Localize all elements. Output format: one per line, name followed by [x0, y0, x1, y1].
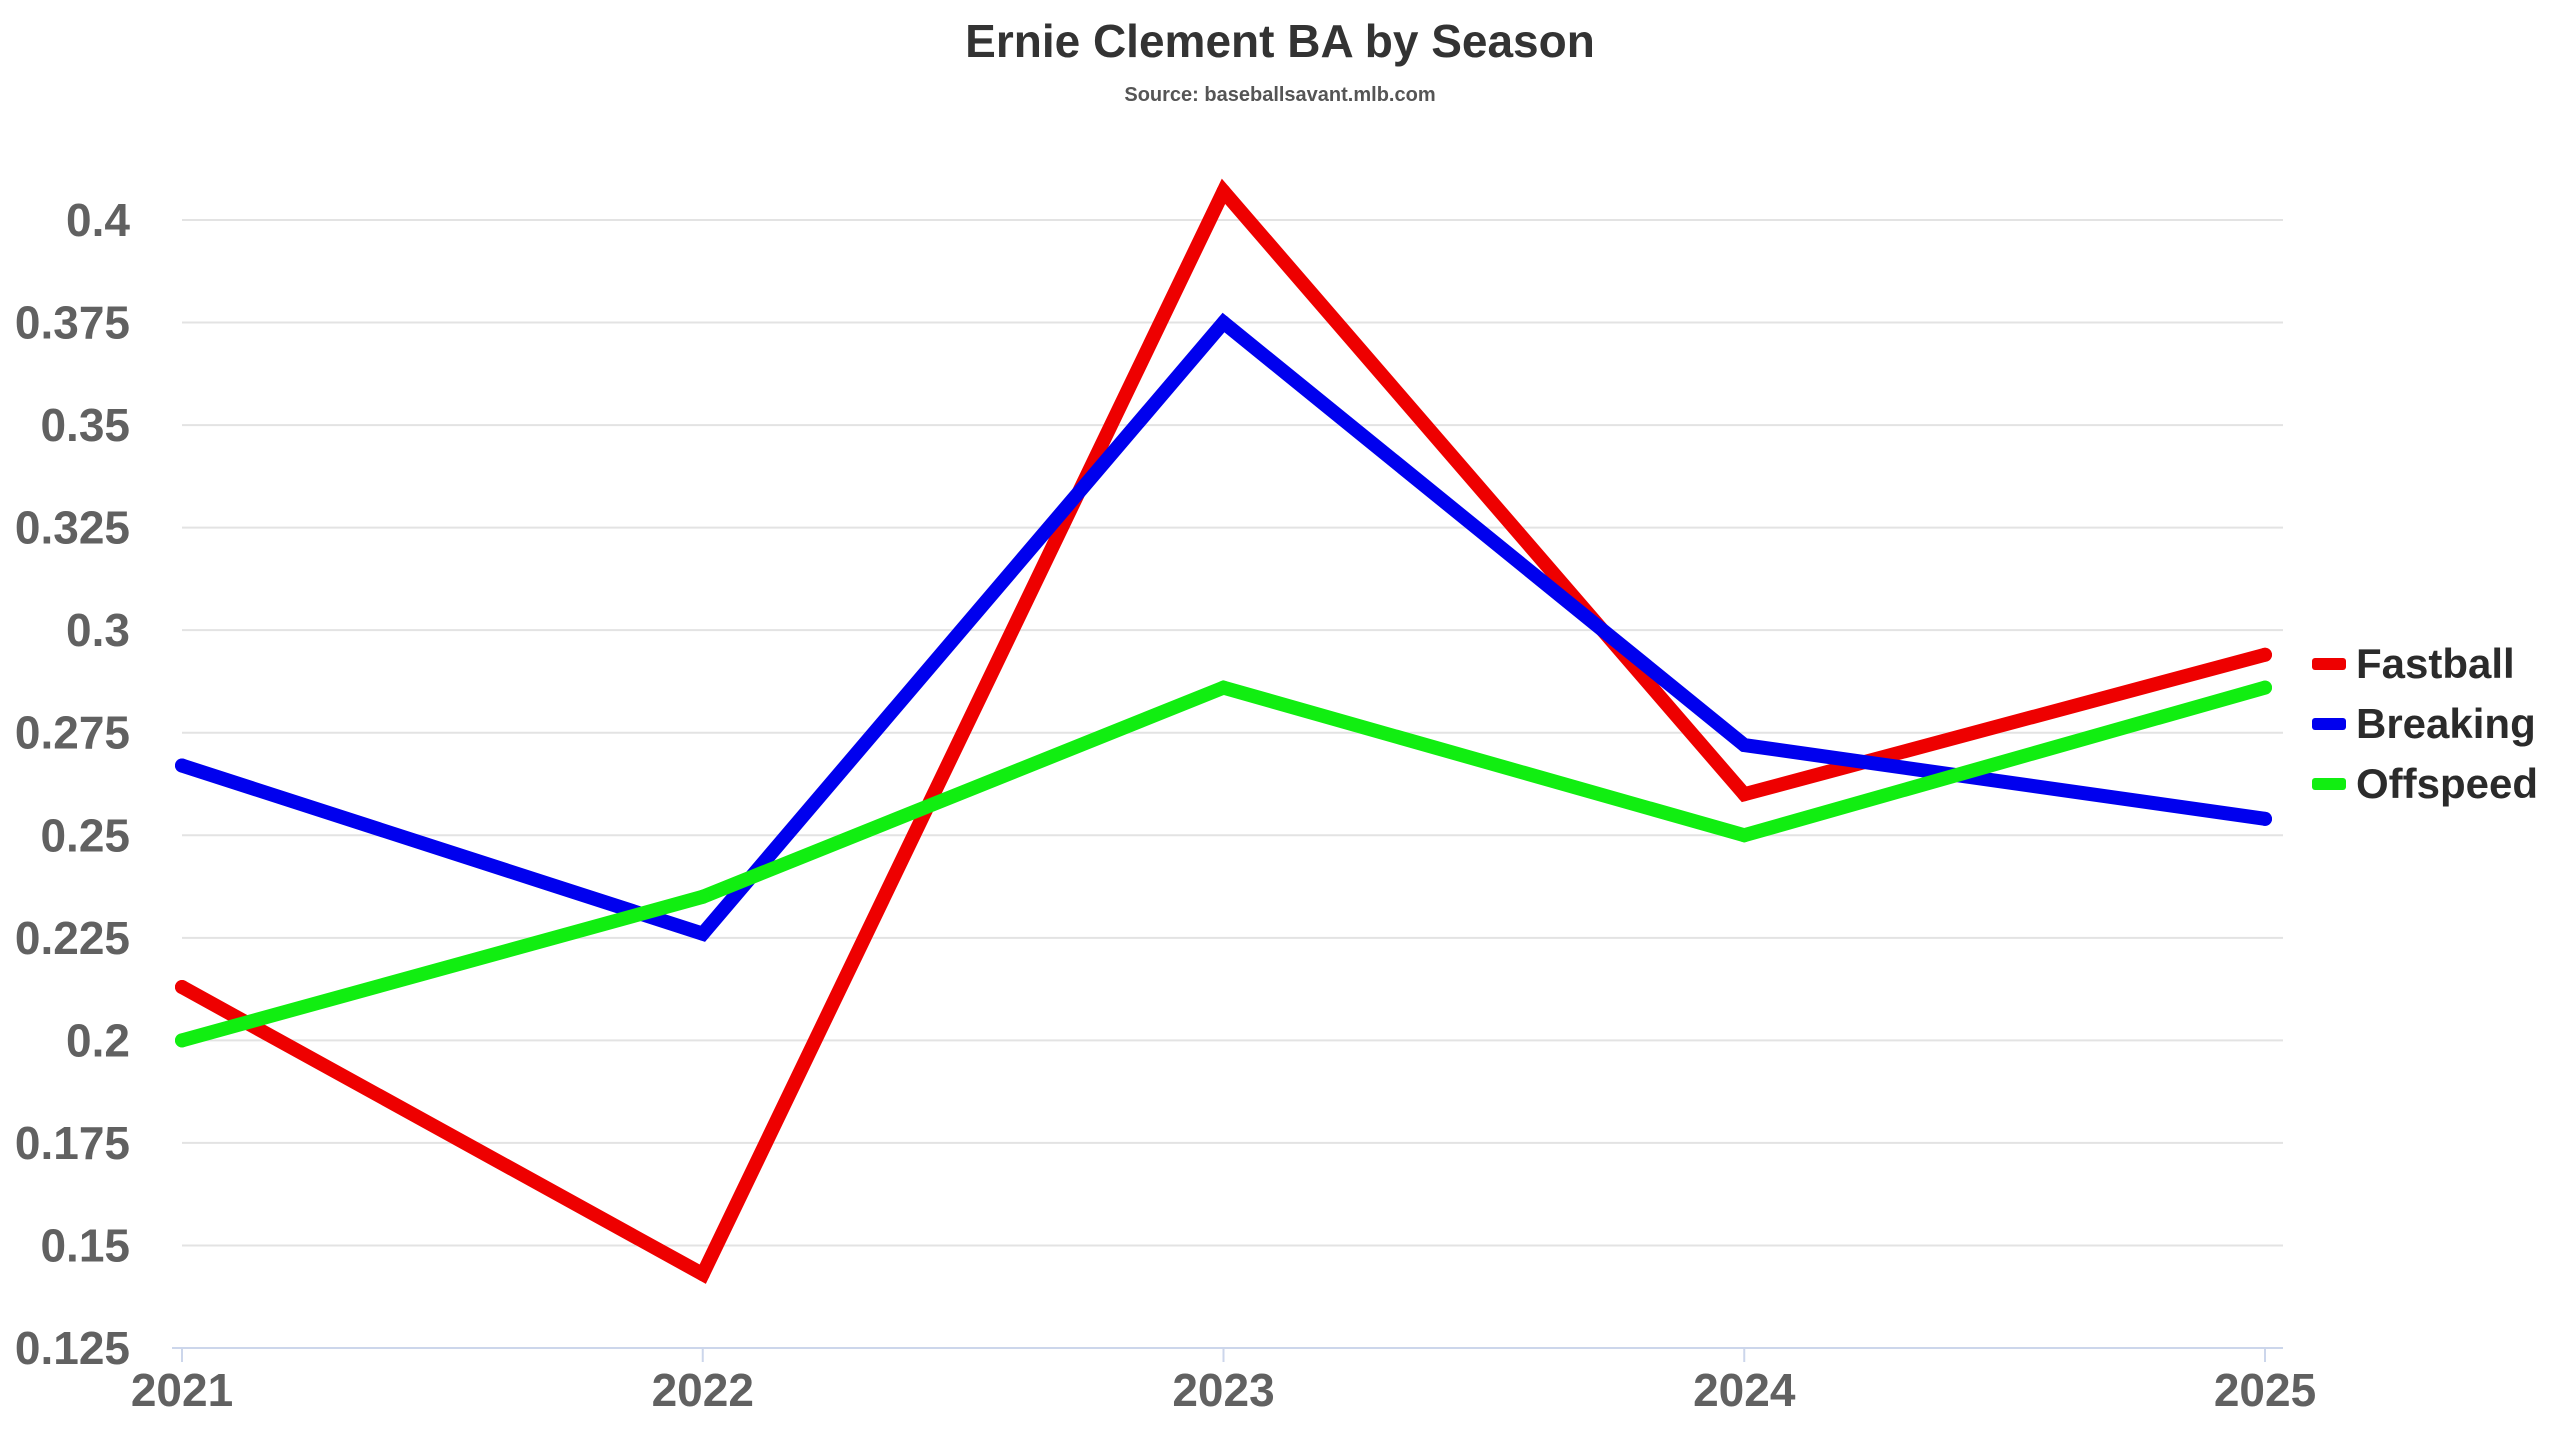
- x-tick-label: 2024: [1693, 1364, 1796, 1416]
- legend-item-breaking[interactable]: Breaking: [2312, 694, 2538, 754]
- y-tick-label: 0.175: [15, 1117, 130, 1169]
- y-tick-label: 0.125: [15, 1322, 130, 1374]
- legend-item-offspeed[interactable]: Offspeed: [2312, 754, 2538, 814]
- data-point-fastball[interactable]: [2258, 647, 2272, 662]
- y-tick-label: 0.15: [40, 1219, 130, 1271]
- legend-label-fastball: Fastball: [2356, 640, 2515, 687]
- legend: Fastball Breaking Offspeed: [2312, 634, 2538, 814]
- legend-item-fastball[interactable]: Fastball: [2312, 634, 2538, 694]
- y-tick-label: 0.225: [15, 912, 130, 964]
- y-tick-label: 0.275: [15, 707, 130, 759]
- grid-lines: [182, 219, 2283, 1247]
- data-point-offspeed[interactable]: [2258, 680, 2272, 695]
- series-line-breaking[interactable]: [175, 312, 2272, 942]
- data-point-fastball[interactable]: [1216, 184, 1231, 199]
- data-point-breaking[interactable]: [2258, 811, 2272, 826]
- data-point-fastball[interactable]: [175, 980, 189, 995]
- legend-swatch-breaking: [2312, 718, 2346, 730]
- x-tick-label: 2023: [1172, 1364, 1274, 1416]
- data-point-fastball[interactable]: [1737, 787, 1752, 802]
- y-tick-label: 0.25: [40, 809, 130, 861]
- data-point-fastball[interactable]: [695, 1267, 710, 1282]
- y-tick-label: 0.3: [66, 604, 130, 656]
- data-point-offspeed[interactable]: [175, 1033, 189, 1048]
- series-lines: [175, 178, 2272, 1284]
- y-tick-label: 0.4: [66, 194, 130, 246]
- x-tick-label: 2021: [131, 1364, 233, 1416]
- data-point-breaking[interactable]: [695, 926, 710, 941]
- axes: 0.125 0.15 0.175 0.2 0.225 0.25 0.275 0.3 0.325 0…: [15, 194, 2316, 1416]
- legend-swatch-offspeed: [2312, 778, 2346, 790]
- data-point-breaking[interactable]: [175, 758, 189, 773]
- y-tick-label: 0.35: [40, 399, 130, 451]
- data-point-offspeed[interactable]: [695, 889, 710, 904]
- legend-label-breaking: Breaking: [2356, 700, 2536, 747]
- data-point-offspeed[interactable]: [1216, 680, 1231, 695]
- y-tick-label: 0.325: [15, 502, 130, 554]
- chart-subtitle: Source: baseballsavant.mlb.com: [1124, 84, 1436, 106]
- legend-label-offspeed: Offspeed: [2356, 760, 2539, 807]
- y-tick-label: 0.2: [66, 1014, 130, 1066]
- data-point-breaking[interactable]: [1737, 738, 1752, 753]
- data-point-offspeed[interactable]: [1737, 828, 1752, 843]
- x-tick-label: 2022: [652, 1364, 754, 1416]
- y-tick-label: 0.375: [15, 297, 130, 349]
- chart-title: Ernie Clement BA by Season: [965, 15, 1595, 67]
- legend-swatch-fastball: [2312, 658, 2346, 670]
- data-point-breaking[interactable]: [1216, 315, 1231, 330]
- x-tick-label: 2025: [2214, 1364, 2316, 1416]
